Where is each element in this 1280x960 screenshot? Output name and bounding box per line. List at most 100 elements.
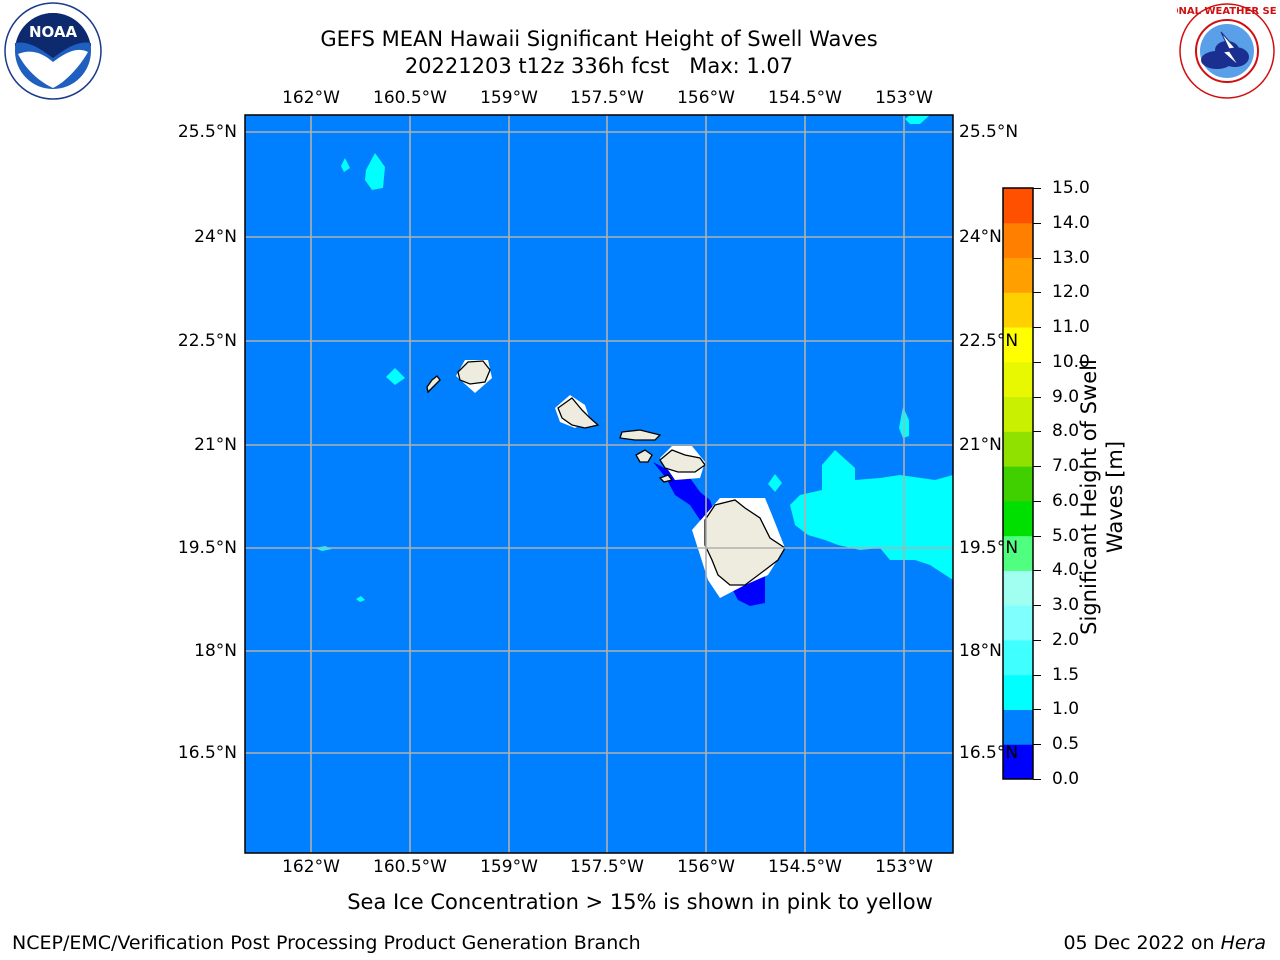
noaa-logo-text: NOAA [29, 23, 78, 41]
colorbar-tick-mark [1033, 188, 1041, 189]
lon-tick-label-top: 160.5°W [373, 88, 447, 108]
map-frame [244, 114, 954, 854]
lat-tick-label-left: 22.5°N [177, 331, 237, 351]
lat-tick-label-left: 21°N [194, 435, 237, 455]
lon-tick-label-bottom: 154.5°W [768, 857, 842, 877]
sea-ice-note: Sea Ice Concentration > 15% is shown in … [347, 890, 933, 914]
colorbar-tick-label: 15.0 [1052, 178, 1090, 198]
lon-tick-label-top: 156°W [677, 88, 735, 108]
noaa-logo: NOAA [4, 2, 102, 100]
colorbar-tick-mark [1033, 431, 1041, 433]
colorbar-tick-label: 12.0 [1052, 282, 1090, 303]
lat-tick-label-left: 18°N [194, 641, 237, 661]
colorbar-tick-mark [1033, 466, 1041, 468]
colorbar-tick-mark [1033, 535, 1041, 537]
lon-tick-label-top: 159°W [480, 88, 538, 108]
lat-tick-label-right: 24°N [959, 227, 1002, 247]
colorbar-band [1003, 327, 1033, 363]
colorbar-tick-label: 7.0 [1052, 456, 1080, 477]
lat-tick-label-left: 25.5°N [177, 122, 237, 142]
footer-date: 05 Dec 2022 on Hera [1063, 932, 1266, 954]
colorbar-band [1003, 222, 1033, 259]
nws-logo: NATIONAL WEATHER SERVICE [1177, 3, 1277, 99]
colorbar-tick-label: 0.5 [1052, 734, 1080, 755]
colorbar-tick-mark [1033, 674, 1041, 676]
lon-tick-label-top: 157.5°W [570, 88, 644, 108]
lat-tick-label-left: 16.5°N [177, 743, 237, 763]
colorbar-tick-mark [1033, 570, 1041, 572]
lon-tick-label-bottom: 159°W [480, 857, 538, 877]
lon-tick-label-bottom: 153°W [875, 857, 933, 877]
colorbar-band [1003, 570, 1033, 606]
chart-title: GEFS MEAN Hawaii Significant Height of S… [320, 27, 878, 51]
colorbar-tick-label: 2.0 [1052, 629, 1080, 650]
svg-text:NATIONAL WEATHER SERVICE: NATIONAL WEATHER SERVICE [1177, 6, 1277, 17]
colorbar-tick-mark [1033, 257, 1041, 259]
lon-tick-label-top: 162°W [282, 88, 340, 108]
lat-tick-label-right: 19.5°N [959, 538, 1019, 558]
lon-tick-label-bottom: 156°W [677, 857, 735, 877]
graticule [245, 115, 953, 853]
colorbar-band [1003, 535, 1033, 571]
island-kahoolawe [658, 474, 674, 483]
colorbar-band [1003, 292, 1033, 328]
colorbar-tick-label: 11.0 [1052, 317, 1090, 338]
colorbar-tick-mark [1033, 396, 1041, 398]
colorbar-band [1003, 709, 1033, 745]
colorbar-tick-label: 8.0 [1052, 421, 1080, 442]
colorbar-label: Significant Height of Swell Waves [m] [1077, 359, 1127, 635]
island-oahu [557, 397, 600, 429]
lat-tick-label-right: 22.5°N [959, 331, 1019, 351]
colorbar [1003, 188, 1033, 780]
colorbar-band [1003, 744, 1033, 780]
colorbar-band [1003, 500, 1033, 537]
islands [426, 360, 786, 586]
colorbar-tick-mark [1033, 744, 1041, 746]
lat-tick-label-left: 19.5°N [177, 538, 237, 558]
colorbar-tick-mark [1033, 639, 1041, 641]
colorbar-band [1003, 396, 1033, 432]
colorbar-tick-label: 14.0 [1052, 212, 1090, 233]
colorbar-band [1003, 257, 1033, 293]
lon-tick-label-bottom: 160.5°W [373, 857, 447, 877]
colorbar-tick-mark [1033, 605, 1041, 607]
colorbar-tick-label: 9.0 [1052, 386, 1080, 407]
colorbar-tick-mark [1033, 327, 1041, 329]
colorbar-tick-label: 0.0 [1052, 769, 1080, 789]
colorbar-tick-label: 5.0 [1052, 525, 1080, 546]
colorbar-tick-label: 4.0 [1052, 560, 1080, 581]
footer-branch: NCEP/EMC/Verification Post Processing Pr… [12, 932, 641, 954]
island-molokai [619, 429, 662, 441]
colorbar-band [1003, 605, 1033, 641]
colorbar-tick-mark [1033, 500, 1041, 502]
colorbar-tick-label: 13.0 [1052, 247, 1090, 268]
lon-tick-label-bottom: 162°W [282, 857, 340, 877]
colorbar-band [1003, 361, 1033, 398]
island-niihau [426, 375, 441, 394]
island-lanai [635, 449, 653, 463]
colorbar-tick-label: 3.0 [1052, 595, 1080, 616]
colorbar-band [1003, 639, 1033, 676]
colorbar-band [1003, 466, 1033, 502]
lat-tick-label-right: 21°N [959, 435, 1002, 455]
colorbar-tick-mark [1033, 292, 1041, 294]
island-hawaii [704, 499, 786, 586]
colorbar-band [1003, 431, 1033, 467]
colorbar-tick-mark [1033, 779, 1041, 780]
colorbar-tick-label: 10.0 [1052, 351, 1090, 372]
island-maui [659, 449, 706, 473]
lat-tick-label-left: 24°N [194, 227, 237, 247]
colorbar-tick-mark [1033, 709, 1041, 711]
lat-tick-label-right: 16.5°N [959, 743, 1019, 763]
footer-host: Hera [1220, 932, 1266, 954]
lon-tick-label-top: 153°W [875, 88, 933, 108]
colorbar-tick-mark [1033, 222, 1041, 224]
colorbar-band [1003, 674, 1033, 710]
lon-tick-label-top: 154.5°W [768, 88, 842, 108]
colorbar-band [1003, 188, 1033, 224]
lat-tick-label-right: 18°N [959, 641, 1002, 661]
colorbar-tick-label: 1.5 [1052, 664, 1080, 685]
chart-subtitle: 20221203 t12z 336h fcst Max: 1.07 [404, 54, 794, 78]
colorbar-tick-label: 1.0 [1052, 699, 1080, 720]
